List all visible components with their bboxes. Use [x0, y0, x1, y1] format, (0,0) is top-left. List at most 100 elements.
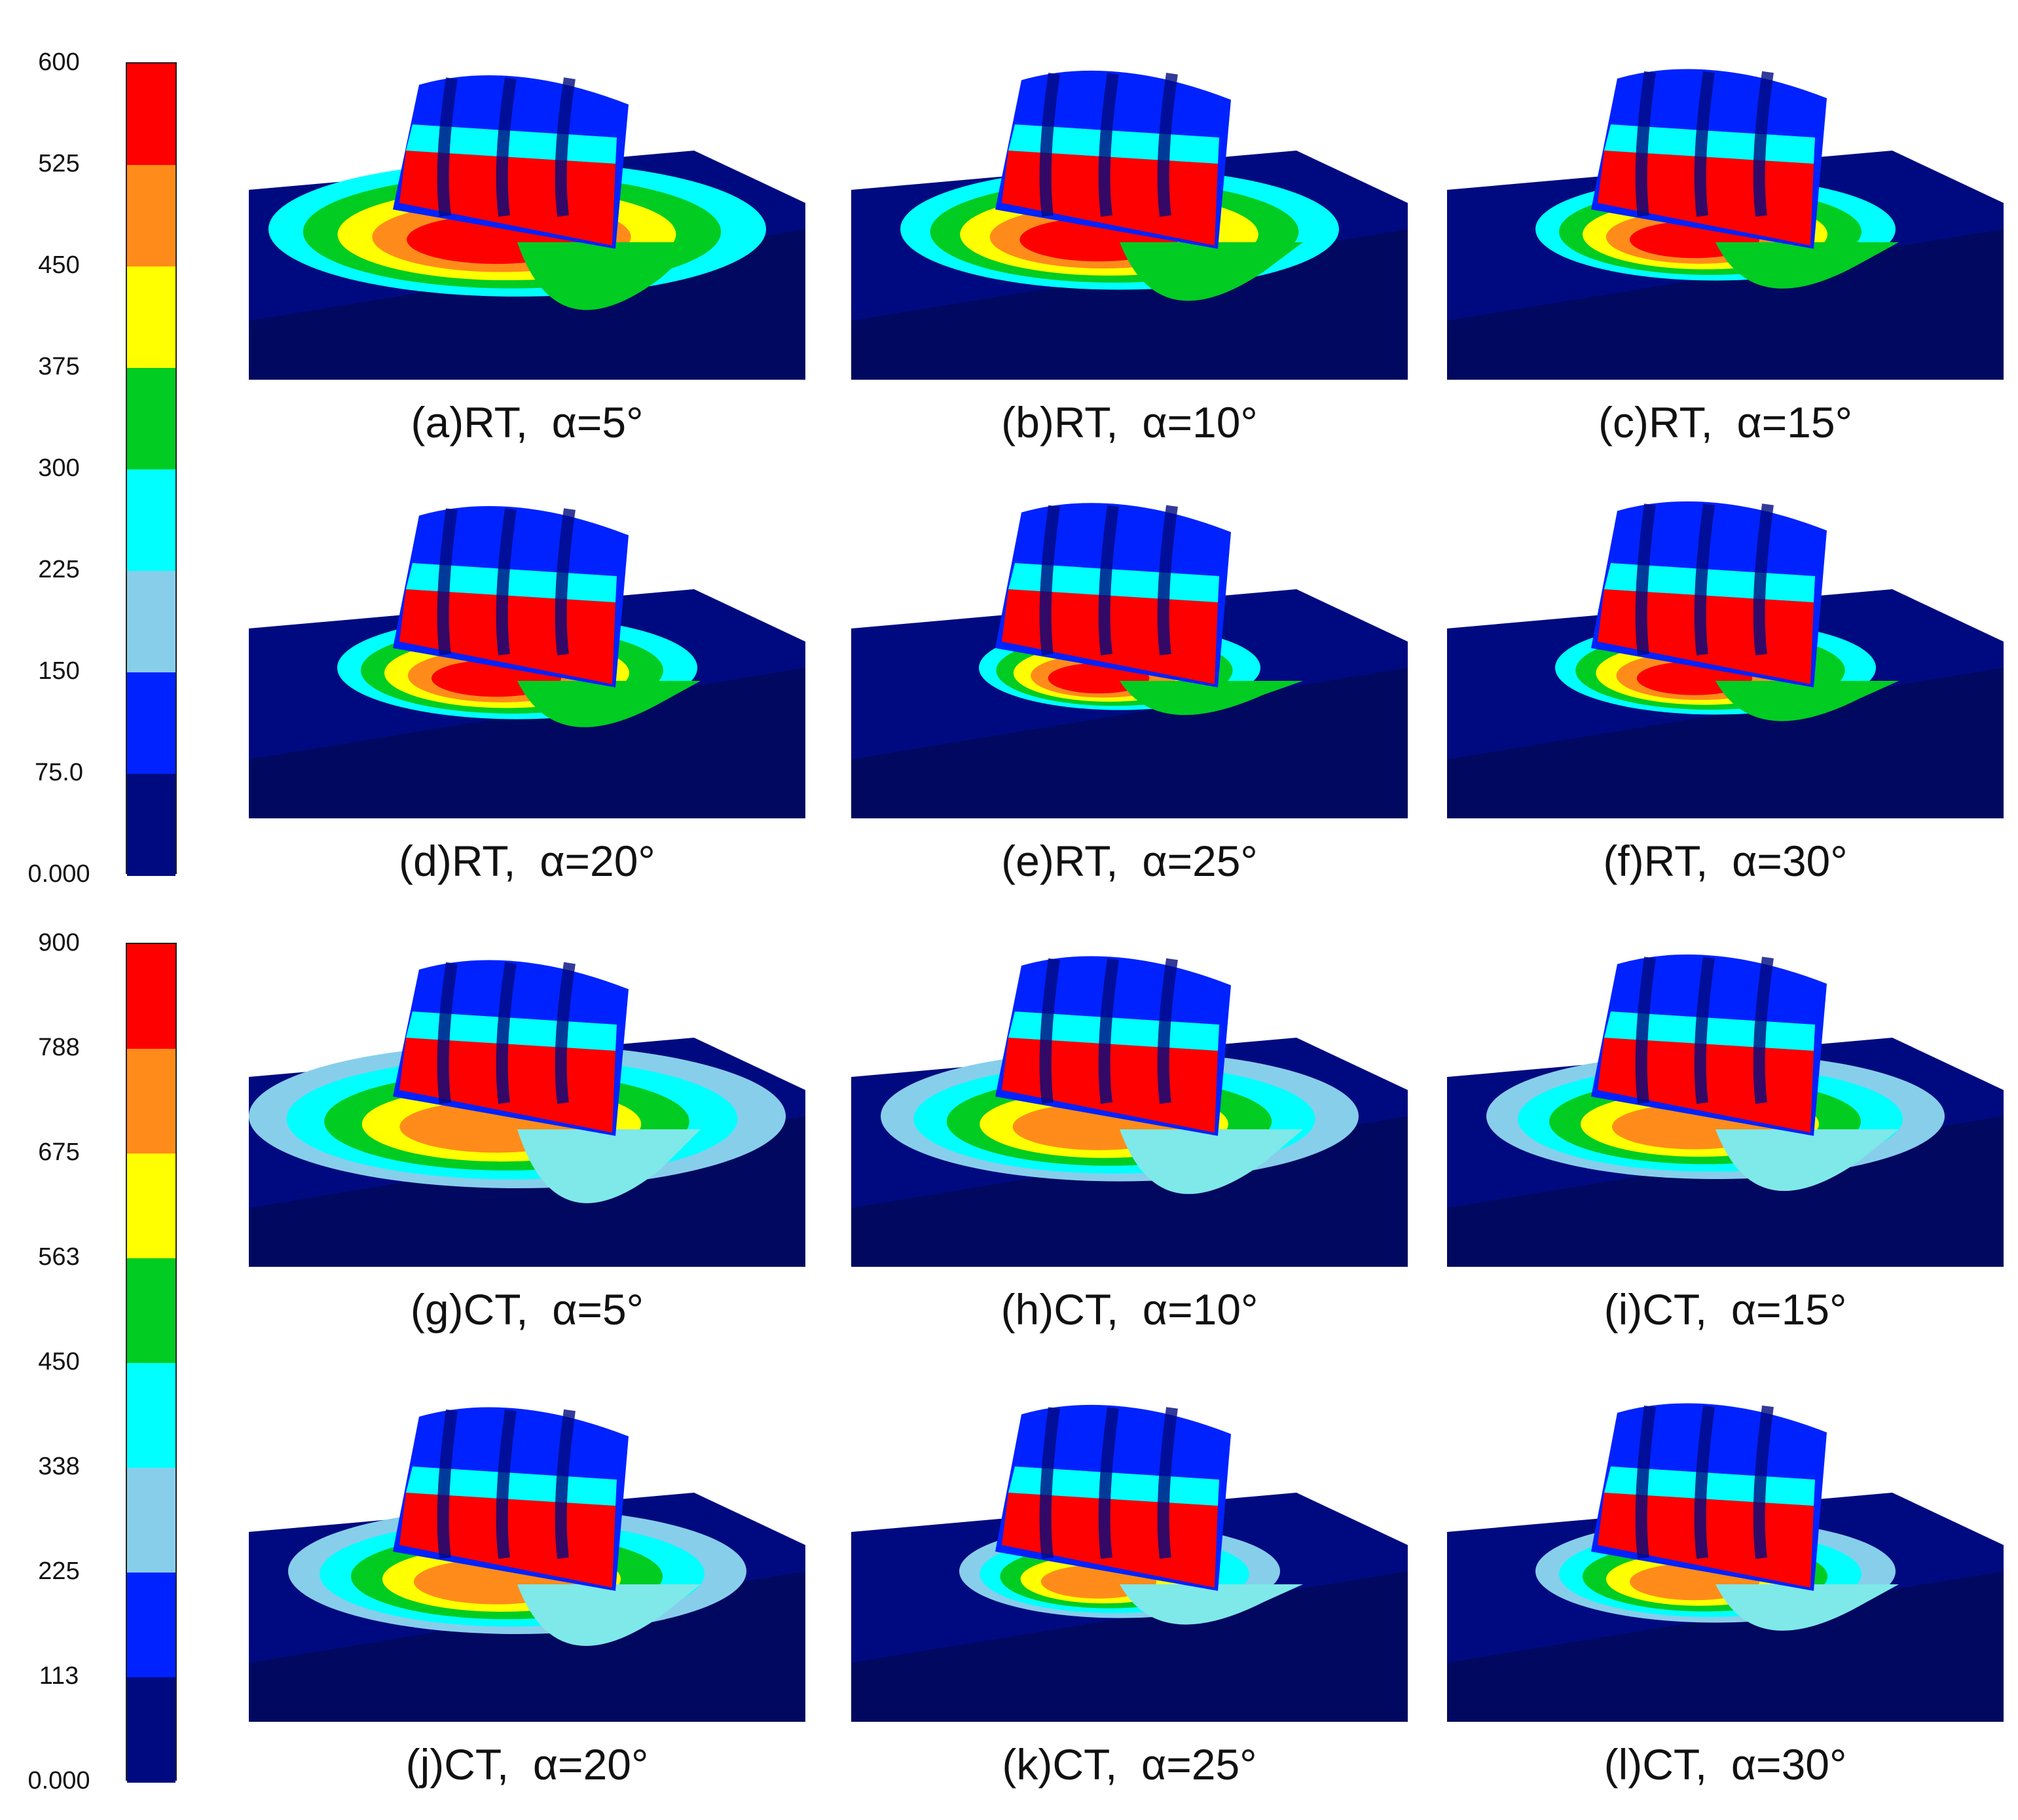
colorbar-band — [127, 1573, 175, 1678]
contour-lobe — [517, 1129, 701, 1203]
colorbar-tick-label: 150 — [38, 657, 80, 685]
panel-a: (a)RT, α=5° — [236, 13, 818, 445]
contour-plot — [851, 956, 1408, 1267]
contour-lobe — [1715, 1129, 1899, 1192]
contour-lobe — [517, 242, 701, 310]
tool-groove — [1635, 1405, 1656, 1559]
tool-groove — [1039, 505, 1060, 656]
tool-groove — [1098, 505, 1119, 656]
colorbar-tick-label: 225 — [38, 1557, 80, 1585]
tool-groove — [1753, 71, 1774, 217]
tool-groove — [1753, 1405, 1774, 1559]
tool-groove — [1157, 958, 1178, 1104]
tool-groove — [1157, 1407, 1178, 1559]
colorbar-tick-label: 0.000 — [28, 860, 90, 888]
panel-f: (f)RT, α=30° — [1434, 452, 2017, 884]
workpiece-side-face — [249, 668, 805, 818]
panel-caption: (b)RT, α=10° — [1001, 398, 1258, 446]
tool-groove — [555, 962, 576, 1104]
tool-groove — [1039, 958, 1060, 1104]
contour-plot — [1447, 1403, 2004, 1722]
panel-i: (i)CT, α=15° — [1434, 900, 2017, 1332]
colorbar-band — [127, 469, 175, 572]
panel-h: (h)CT, α=10° — [838, 900, 1421, 1332]
panel-caption: (i)CT, α=15° — [1604, 1285, 1847, 1334]
colorbar-band — [127, 266, 175, 369]
panel-k: (k)CT, α=25° — [838, 1355, 1421, 1787]
panel-caption: (f)RT, α=30° — [1603, 837, 1848, 885]
tool-groove — [437, 508, 458, 656]
tool-groove — [1694, 503, 1715, 656]
contour-lobe — [517, 1584, 701, 1647]
colorbar-tick-label: 75.0 — [35, 759, 83, 786]
contour-plot — [1447, 69, 2004, 380]
contour-lobe — [1120, 242, 1303, 301]
tool-groove — [1098, 1407, 1119, 1559]
colorbar-tick-label: 300 — [38, 454, 80, 482]
contour-lobe — [1715, 1584, 1899, 1631]
workpiece-side-face — [851, 1571, 1408, 1722]
contour-lobe — [517, 681, 701, 727]
contour-lobe — [1120, 1129, 1303, 1194]
colorbar-band — [127, 368, 175, 470]
colorbar-tick-label: 450 — [38, 1348, 80, 1375]
tool-groove — [1694, 1405, 1715, 1559]
tool-groove — [1157, 73, 1178, 217]
panel-caption: (l)CT, α=30° — [1604, 1740, 1847, 1789]
colorbar-band — [127, 64, 175, 166]
workpiece-side-face — [851, 668, 1408, 818]
colorbar-band — [127, 1363, 175, 1468]
panel-l: (l)CT, α=30° — [1434, 1355, 2017, 1787]
colorbar-band — [127, 944, 175, 1049]
contour-plot — [1447, 955, 2004, 1267]
colorbar-band — [127, 672, 175, 774]
colorbar-band — [127, 165, 175, 267]
panel-g: (g)CT, α=5° — [236, 900, 818, 1332]
tool-groove — [1635, 956, 1656, 1104]
workpiece-side-face — [1447, 668, 2004, 818]
colorbar-band — [127, 1049, 175, 1154]
panel-d: (d)RT, α=20° — [236, 452, 818, 884]
contour-lobe — [1715, 242, 1899, 289]
colorbar-tick-label: 0.000 — [28, 1767, 90, 1794]
colorbar-ct-bar — [126, 943, 177, 1783]
tool-groove — [496, 508, 517, 656]
tool-groove — [1635, 71, 1656, 217]
colorbar-rt: 600 525 450 375 300 225 150 75.0 0.000 — [0, 48, 196, 890]
panel-caption: (e)RT, α=25° — [1001, 837, 1258, 885]
tool-groove — [437, 1409, 458, 1559]
colorbar-rt-bar — [126, 62, 177, 876]
contour-plot — [249, 506, 805, 818]
contour-plot — [249, 75, 805, 380]
panel-caption: (k)CT, α=25° — [1002, 1740, 1257, 1789]
tool-groove — [1039, 1407, 1060, 1559]
tool-groove — [1694, 956, 1715, 1104]
colorbar-tick-label: 525 — [38, 150, 80, 177]
tool-groove — [1098, 73, 1119, 217]
tool-groove — [496, 77, 517, 217]
panel-caption: (j)CT, α=20° — [405, 1740, 649, 1789]
colorbar-tick-label: 600 — [38, 48, 80, 76]
colorbar-tick-label: 563 — [38, 1243, 80, 1271]
panel-caption: (d)RT, α=20° — [399, 837, 655, 885]
workpiece-side-face — [1447, 229, 2004, 380]
contour-plot — [851, 70, 1408, 380]
tool-groove — [555, 508, 576, 656]
contour-lobe — [1715, 681, 1899, 721]
tool-groove — [1635, 503, 1656, 656]
contour-plot — [851, 503, 1408, 818]
colorbar-band — [127, 1154, 175, 1259]
tool-groove — [437, 77, 458, 217]
tool-groove — [437, 962, 458, 1104]
contour-plot — [851, 1404, 1408, 1722]
colorbar-tick-label: 450 — [38, 251, 80, 279]
colorbar-tick-label: 788 — [38, 1034, 80, 1061]
panel-j: (j)CT, α=20° — [236, 1355, 818, 1787]
contour-lobe — [1120, 1584, 1303, 1625]
tool-groove — [1157, 505, 1178, 656]
colorbar-tick-label: 375 — [38, 353, 80, 380]
colorbar-tick-label: 338 — [38, 1453, 80, 1480]
contour-plot — [249, 960, 805, 1267]
colorbar-tick-label: 675 — [38, 1138, 80, 1166]
panel-caption: (h)CT, α=10° — [1000, 1285, 1258, 1334]
